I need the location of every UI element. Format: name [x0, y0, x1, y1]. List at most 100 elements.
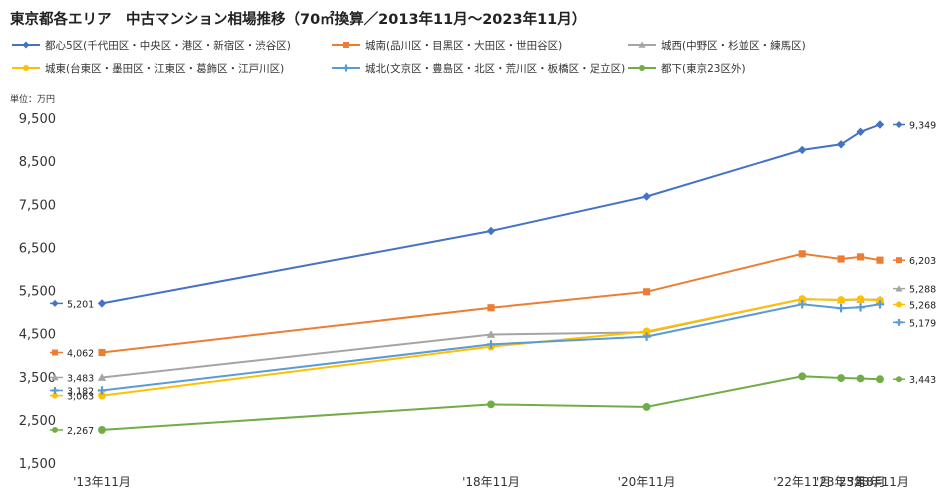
legend-item: 城東(台東区・墨田区・江東区・葛飾区・江戸川区): [12, 62, 284, 75]
series: 3,182 5,179: [50, 300, 936, 397]
data-point: [487, 304, 495, 312]
legend-marker: [343, 42, 349, 48]
y-tick-label: 5,500: [19, 285, 56, 300]
legend-marker: [638, 41, 646, 48]
unit-label: 単位：万円: [10, 93, 55, 105]
data-point: [798, 372, 807, 381]
data-point: [837, 374, 846, 382]
x-tick-label: '22年11月: [773, 475, 831, 489]
legend-label: 都心5区(千代田区・中央区・港区・新宿区・渋谷区): [45, 39, 291, 52]
data-point: [856, 295, 865, 304]
data-point: [856, 253, 865, 261]
data-point: [642, 192, 651, 201]
x-tick-label: '20年11月: [618, 475, 676, 489]
x-tick-label: '18年11月: [462, 475, 520, 489]
data-point: [856, 374, 865, 383]
data-point: [836, 303, 846, 313]
label-marker: [895, 318, 903, 326]
data-point: [798, 145, 807, 155]
data-point: [486, 340, 496, 349]
data-point: [642, 332, 651, 341]
data-label-first: 3,182: [67, 386, 94, 397]
legend-marker: [22, 41, 30, 49]
data-point: [836, 140, 846, 149]
y-tick-label: 3,500: [19, 371, 56, 386]
data-label-last: 6,203: [909, 256, 936, 267]
y-tick-label: 4,500: [19, 328, 56, 343]
y-axis: 1,500 2,500 3,500 4,500 5,500 6,500 7,500 8,500…: [19, 112, 56, 472]
data-label-first: 3,063: [67, 392, 94, 403]
legend-label: 城西(中野区・杉並区・練馬区): [661, 39, 806, 52]
y-tick-label: 1,500: [19, 457, 56, 472]
data-point: [642, 327, 651, 336]
data-point: [98, 391, 106, 400]
data-point: [798, 300, 807, 309]
data-point: [98, 426, 106, 434]
legend-marker: [639, 65, 645, 71]
x-axis: '13年11月 '18年11月 '20年11月 '22年11月'23年5月'23年8月…: [73, 475, 909, 489]
legend-item: 城南(品川区・目黒区・大田区・世田谷区): [332, 39, 562, 52]
legend-label: 城東(台東区・墨田区・江東区・葛飾区・江戸川区): [45, 62, 284, 75]
data-point: [487, 400, 495, 409]
series: 2,267 3,443: [50, 372, 936, 437]
legend-marker: [23, 65, 29, 71]
x-tick-label: '13年11月: [73, 475, 131, 489]
data-point: [837, 296, 846, 304]
data-label-last: 5,288: [909, 285, 936, 296]
y-tick-label: 6,500: [19, 241, 56, 256]
data-label-first: 2,267: [67, 426, 94, 437]
data-point: [642, 403, 651, 411]
plot-area: 5,201 9,349 4,062 6,203 3,483 5,288 3,063 5,268…: [50, 120, 936, 437]
data-point: [486, 226, 496, 236]
legend-item: 城北(文京区・豊島区・北区・荒川区・板橋区・足立区): [332, 62, 625, 75]
series: 3,063 5,268: [50, 295, 936, 403]
series: 5,201 9,349: [50, 120, 936, 310]
data-point: [97, 386, 107, 395]
data-point: [837, 255, 845, 263]
legend-label: 都下(東京23区外): [661, 62, 746, 75]
data-point: [856, 303, 865, 312]
data-point: [97, 373, 107, 381]
data-point: [876, 375, 884, 384]
data-label-last: 9,349: [909, 121, 936, 132]
legend-item: 都下(東京23区外): [628, 62, 746, 75]
legend-item: 城西(中野区・杉並区・練馬区): [628, 39, 806, 52]
data-point: [643, 288, 651, 296]
label-marker: [896, 376, 902, 383]
x-tick-label: '23年11月: [851, 475, 909, 489]
data-label-first: 4,062: [67, 349, 94, 360]
series-line: [101, 123, 881, 305]
data-point: [875, 120, 885, 129]
legend-item: 都心5区(千代田区・中央区・港区・新宿区・渋谷区): [12, 39, 291, 52]
y-tick-label: 9,500: [19, 112, 56, 127]
y-tick-label: 8,500: [19, 155, 56, 170]
data-point: [97, 299, 107, 308]
y-tick-label: 2,500: [19, 414, 56, 429]
data-point: [798, 250, 806, 258]
legend-label: 城南(品川区・目黒区・大田区・世田谷区): [365, 39, 562, 52]
data-label-last: 5,268: [909, 301, 936, 312]
y-tick-label: 7,500: [19, 198, 56, 213]
data-point: [486, 330, 496, 338]
data-label-first: 5,201: [67, 299, 94, 310]
data-point: [875, 300, 885, 309]
x-tick-label: '23年8月: [835, 475, 885, 489]
x-tick-label: '23年5月: [816, 475, 866, 489]
data-label-last: 3,443: [909, 375, 936, 386]
series: 4,062 6,203: [50, 250, 936, 360]
data-point: [876, 256, 884, 264]
data-point: [798, 295, 807, 304]
data-label-first: 3,483: [67, 373, 94, 384]
legend: 都心5区(千代田区・中央区・港区・新宿区・渋谷区) 城南(品川区・目黒区・大田区・…: [12, 39, 806, 75]
label-marker: [895, 121, 903, 129]
legend-label: 城北(文京区・豊島区・北区・荒川区・板橋区・足立区): [365, 62, 625, 75]
chart-title: 東京都各エリア 中古マンション相場推移（70㎡換算／2013年11月～2023年…: [10, 10, 586, 28]
data-point: [856, 127, 865, 136]
label-marker: [896, 301, 902, 308]
legend-marker: [342, 64, 350, 72]
label-marker: [896, 257, 902, 264]
label-marker: [895, 285, 903, 292]
data-point: [98, 348, 106, 357]
data-label-last: 5,179: [909, 318, 936, 329]
